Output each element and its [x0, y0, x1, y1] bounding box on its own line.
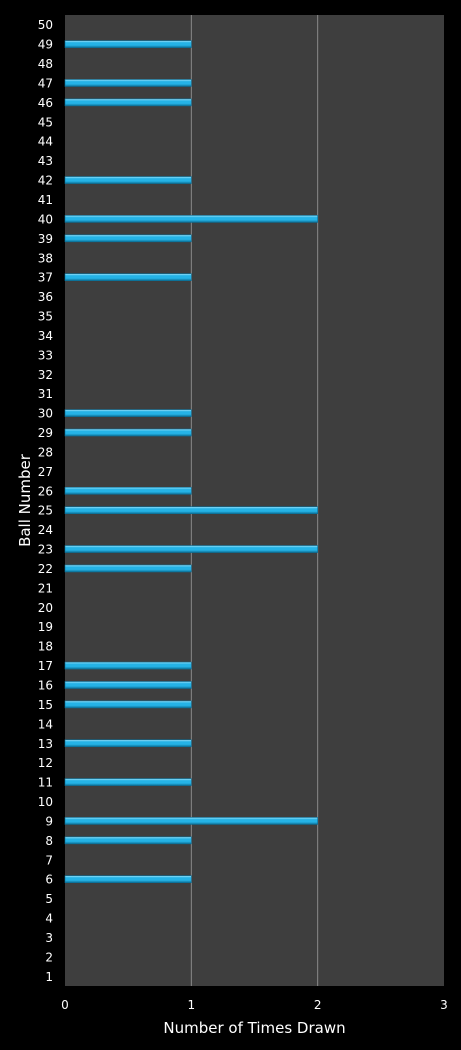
- y-tick-label: 44: [38, 135, 53, 149]
- bar: [64, 836, 192, 845]
- bar: [64, 428, 192, 437]
- y-tick-label: 27: [38, 465, 53, 479]
- y-tick-label: 30: [38, 407, 53, 421]
- y-tick-label: 33: [38, 348, 53, 362]
- y-tick-label: 28: [38, 445, 53, 459]
- bar: [64, 545, 318, 553]
- y-tick-label: 6: [45, 873, 53, 887]
- bar: [64, 176, 192, 184]
- bar: [64, 79, 192, 87]
- y-tick-label: 4: [45, 912, 53, 926]
- y-tick-labels: 1234567891011121314151617181920212223242…: [38, 18, 53, 984]
- bar: [64, 40, 192, 48]
- bar: [64, 778, 192, 786]
- y-tick-label: 9: [45, 814, 53, 828]
- y-tick-label: 20: [38, 601, 53, 615]
- y-tick-label: 46: [38, 96, 53, 110]
- x-tick-label: 0: [61, 998, 69, 1012]
- bar: [64, 234, 192, 243]
- y-tick-label: 35: [38, 310, 53, 324]
- y-tick-label: 50: [38, 18, 53, 32]
- x-tick-label: 1: [188, 998, 196, 1012]
- y-tick-label: 32: [38, 368, 53, 382]
- y-tick-label: 25: [38, 504, 53, 518]
- y-tick-label: 31: [38, 387, 53, 401]
- y-tick-label: 45: [38, 115, 53, 129]
- bar: [64, 817, 318, 825]
- y-tick-label: 3: [45, 931, 53, 945]
- y-tick-label: 5: [45, 892, 53, 906]
- x-tick-label: 3: [440, 998, 448, 1012]
- bar: [64, 681, 192, 689]
- y-tick-label: 14: [38, 717, 53, 731]
- y-tick-label: 2: [45, 950, 53, 964]
- y-axis-title: Ball Number: [16, 453, 34, 547]
- y-tick-label: 11: [38, 776, 53, 790]
- y-tick-label: 39: [38, 232, 53, 246]
- bar: [64, 409, 192, 417]
- bars: [64, 40, 318, 883]
- y-tick-label: 43: [38, 154, 53, 168]
- bar: [64, 273, 192, 281]
- y-tick-label: 29: [38, 426, 53, 440]
- y-tick-label: 34: [38, 329, 53, 343]
- y-tick-label: 22: [38, 562, 53, 576]
- y-tick-label: 15: [38, 698, 53, 712]
- y-tick-label: 19: [38, 620, 53, 634]
- x-tick-label: 2: [314, 998, 322, 1012]
- y-tick-label: 7: [45, 853, 53, 867]
- y-tick-label: 42: [38, 174, 53, 188]
- y-tick-label: 41: [38, 193, 53, 207]
- bar: [64, 215, 318, 223]
- y-tick-label: 18: [38, 640, 53, 654]
- y-tick-label: 24: [38, 523, 53, 537]
- y-tick-label: 23: [38, 543, 53, 557]
- bar: [64, 98, 192, 107]
- y-tick-label: 1: [45, 970, 53, 984]
- bar: [64, 506, 318, 515]
- y-tick-label: 16: [38, 678, 53, 692]
- y-tick-label: 13: [38, 737, 53, 751]
- y-tick-label: 49: [38, 38, 53, 52]
- y-tick-label: 48: [38, 57, 53, 71]
- x-axis-title: Number of Times Drawn: [163, 1019, 345, 1037]
- y-tick-label: 17: [38, 659, 53, 673]
- y-tick-label: 37: [38, 271, 53, 285]
- bar: [64, 875, 192, 883]
- y-tick-label: 40: [38, 212, 53, 226]
- y-tick-label: 8: [45, 834, 53, 848]
- y-tick-label: 47: [38, 76, 53, 90]
- y-tick-label: 12: [38, 756, 53, 770]
- x-tick-labels: 0 1 2 3: [61, 998, 448, 1012]
- y-tick-label: 10: [38, 795, 53, 809]
- y-tick-label: 36: [38, 290, 53, 304]
- bar: [64, 700, 192, 709]
- y-tick-label: 26: [38, 484, 53, 498]
- y-tick-label: 38: [38, 251, 53, 265]
- y-tick-label: 21: [38, 581, 53, 595]
- bar: [64, 661, 192, 670]
- bar: [64, 486, 192, 495]
- bar: [64, 564, 192, 573]
- bar: [64, 739, 192, 748]
